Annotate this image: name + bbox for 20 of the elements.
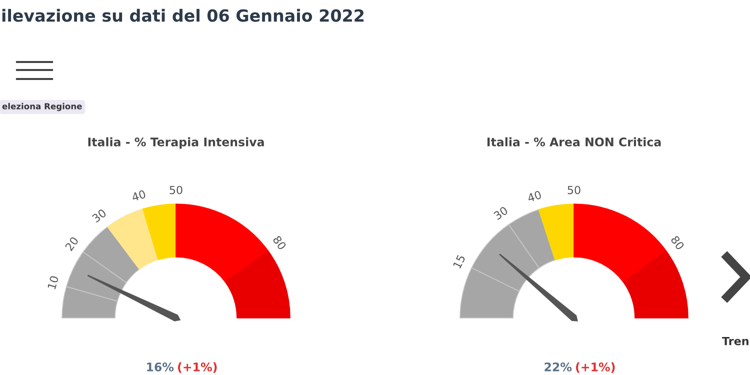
- text: (+1%): [178, 362, 217, 373]
- text: eleziona Regione: [2, 102, 82, 112]
- text: ilevazione su dati del 06 Gennaio 2022: [2, 8, 364, 22]
- slice-label: 20: [64, 236, 79, 252]
- slice-label: 50: [568, 186, 580, 194]
- text: 16%: [147, 362, 174, 372]
- slice-label: 10: [47, 275, 59, 290]
- slice-label: 40: [131, 190, 146, 202]
- chart-title: Italia - % Area NON Critica: [487, 137, 661, 146]
- slice-label: 50: [170, 186, 182, 194]
- text: 22%: [544, 362, 572, 372]
- text: Tren: [722, 336, 748, 346]
- slice-label: 30: [493, 206, 508, 220]
- slice-label: 80: [272, 235, 287, 250]
- chart-title: Italia - % Terapia Intensiva: [88, 137, 264, 149]
- slice-label: 30: [92, 208, 107, 223]
- slice-label: 40: [526, 190, 542, 202]
- slice-label: 15: [452, 254, 466, 269]
- slice-label: 80: [670, 235, 685, 250]
- text: (+1%): [576, 362, 615, 373]
